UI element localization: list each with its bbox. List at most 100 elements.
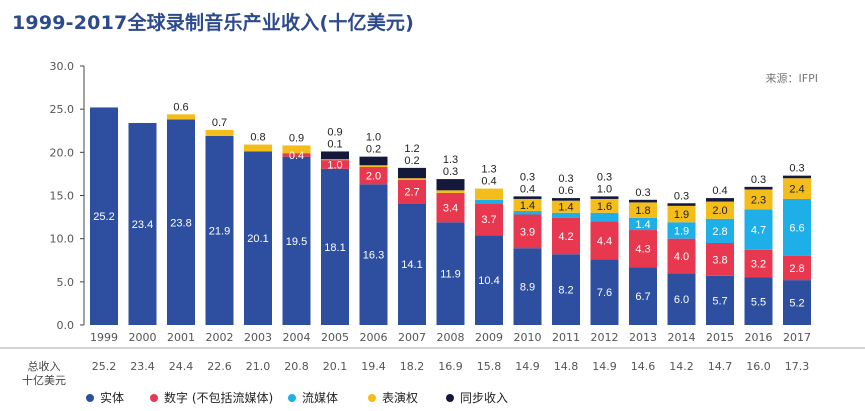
bar-segment-physical xyxy=(783,280,811,325)
bar-segment-physical xyxy=(167,119,195,325)
bar-value-label-physical: 23.4 xyxy=(132,219,153,231)
bar-segment-performance xyxy=(590,198,619,213)
bar-value-label-streaming: 1.9 xyxy=(674,225,689,237)
bar-segment-physical xyxy=(513,248,542,325)
bar-segment-performance xyxy=(513,198,542,212)
bar-value-label-physical: 10.4 xyxy=(478,275,499,287)
y-tick-label: 20.0 xyxy=(50,146,75,159)
bar-segment-sync xyxy=(552,198,580,201)
y-axis: 0.0 5.0 10.0 15.0 20.0 25.0 30.0 xyxy=(50,60,84,332)
bar-segment-performance xyxy=(552,200,580,213)
bar-segment-streaming xyxy=(552,212,580,218)
bar-value-label-physical: 7.6 xyxy=(597,287,612,299)
bar-value-label-performance: 1.3 xyxy=(481,164,496,176)
bar-value-label-physical: 6.0 xyxy=(674,294,689,306)
bar-value-label-performance: 1.4 xyxy=(520,200,535,212)
x-tick-label: 2017 xyxy=(783,331,811,344)
bar-segment-sync xyxy=(359,156,388,166)
legend: 实体 数字 (不包括流媒体) 流媒体 表演权 同步收入 xyxy=(86,390,508,405)
total-value: 16.9 xyxy=(438,360,463,373)
bar-segment-physical xyxy=(282,156,311,325)
bar-segment-performance xyxy=(282,145,311,154)
bar-value-label-sync: 0.3 xyxy=(674,190,689,202)
bar-segment-digital xyxy=(706,242,734,276)
bar-value-label-streaming: 0.4 xyxy=(481,176,496,188)
bar-segment-streaming xyxy=(706,218,734,243)
bar-value-label-digital: 1.0 xyxy=(327,159,342,171)
bar-segment-performance xyxy=(667,205,696,223)
bar-segment-performance xyxy=(706,201,734,219)
bar-segment-digital xyxy=(744,249,773,278)
bar-value-label-performance: 2.4 xyxy=(789,184,804,196)
bar-segment-physical xyxy=(706,275,734,325)
legend-swatch-streaming xyxy=(288,394,296,402)
x-tick-label: 2015 xyxy=(706,331,734,344)
bar-value-label-sync: 0.9 xyxy=(327,126,342,138)
bar-value-label-sync: 0.3 xyxy=(520,171,535,183)
bar-segment-performance xyxy=(359,165,388,168)
bar-value-label-performance: 1.4 xyxy=(558,202,573,214)
totals-row-label-1: 总收入 xyxy=(28,359,61,373)
bar-segment-digital xyxy=(475,203,503,236)
bar-value-label-performance: 0.9 xyxy=(289,132,304,144)
bar-value-label-physical: 11.9 xyxy=(440,269,461,281)
bar-segment-performance xyxy=(475,188,503,200)
bar-value-label-performance: 0.7 xyxy=(212,117,227,129)
x-tick-label: 2010 xyxy=(514,331,542,344)
bar-segment-sync xyxy=(667,203,696,206)
bar-segment-streaming xyxy=(513,211,542,215)
total-value: 14.9 xyxy=(592,360,617,373)
y-tick-label: 30.0 xyxy=(50,60,75,73)
y-tick-label: 25.0 xyxy=(50,103,75,116)
bar-value-label-physical: 5.7 xyxy=(712,295,727,307)
y-tick-label: 10.0 xyxy=(50,233,75,246)
bar-value-label-performance: 2.3 xyxy=(751,194,766,206)
x-tick-label: 2003 xyxy=(244,331,272,344)
total-value: 18.2 xyxy=(400,360,425,373)
bar-value-label-digital: 4.2 xyxy=(558,231,573,243)
bar-segment-streaming xyxy=(744,209,773,250)
bar-segment-performance xyxy=(244,144,272,152)
bar-value-label-digital: 2.0 xyxy=(366,171,381,183)
x-tick-label: 2012 xyxy=(591,331,619,344)
bar-value-label-sync: 0.3 xyxy=(751,174,766,186)
bar-segment-digital xyxy=(629,230,657,268)
total-value: 14.2 xyxy=(669,360,694,373)
bar-value-label-performance: 2.0 xyxy=(712,205,727,217)
bar-segment-physical xyxy=(744,277,773,325)
bar-value-label-physical: 14.1 xyxy=(401,259,422,271)
bar-value-label-digital: 0.4 xyxy=(289,150,304,162)
x-tick-label: 2013 xyxy=(629,331,657,344)
total-value: 17.3 xyxy=(785,360,810,373)
bar-segment-sync xyxy=(398,167,426,179)
bar-segment-streaming xyxy=(667,222,696,239)
bar-value-label-performance: 1.6 xyxy=(597,201,612,213)
bar-segment-sync xyxy=(513,196,542,199)
bar-value-label-streaming: 1.4 xyxy=(635,219,650,231)
bar-segment-physical xyxy=(90,107,118,325)
total-value: 23.4 xyxy=(130,360,155,373)
bar-segment-performance xyxy=(205,129,234,136)
x-tick-label: 2006 xyxy=(360,331,388,344)
x-tick-label: 2002 xyxy=(206,331,234,344)
bar-value-label-sync: 1.0 xyxy=(366,132,381,144)
bar-value-label-sync: 0.3 xyxy=(789,163,804,175)
total-value: 20.1 xyxy=(323,360,348,373)
x-tick-label: 2008 xyxy=(437,331,465,344)
legend-swatch-physical xyxy=(86,394,94,402)
legend-label-sync: 同步收入 xyxy=(460,391,508,405)
bar-segment-sync xyxy=(706,198,734,202)
bar-labels-group: 25.2 23.4 23.8 0.6 21.9 0.7 20.1 0.8 19.5 0.4 0.9 1… xyxy=(93,101,804,309)
legend-label-streaming: 流媒体 xyxy=(302,391,338,405)
bar-value-label-physical: 19.5 xyxy=(286,236,307,248)
x-tick-label: 2011 xyxy=(552,331,580,344)
bar-value-label-digital: 3.4 xyxy=(443,203,458,215)
bar-segment-streaming xyxy=(629,217,657,231)
total-value: 14.6 xyxy=(631,360,656,373)
y-tick-label: 0.0 xyxy=(57,319,75,332)
x-tick-label: 2016 xyxy=(745,331,773,344)
bar-segment-digital xyxy=(359,167,388,185)
legend-swatch-sync xyxy=(446,394,454,402)
x-tick-label: 2001 xyxy=(167,331,195,344)
